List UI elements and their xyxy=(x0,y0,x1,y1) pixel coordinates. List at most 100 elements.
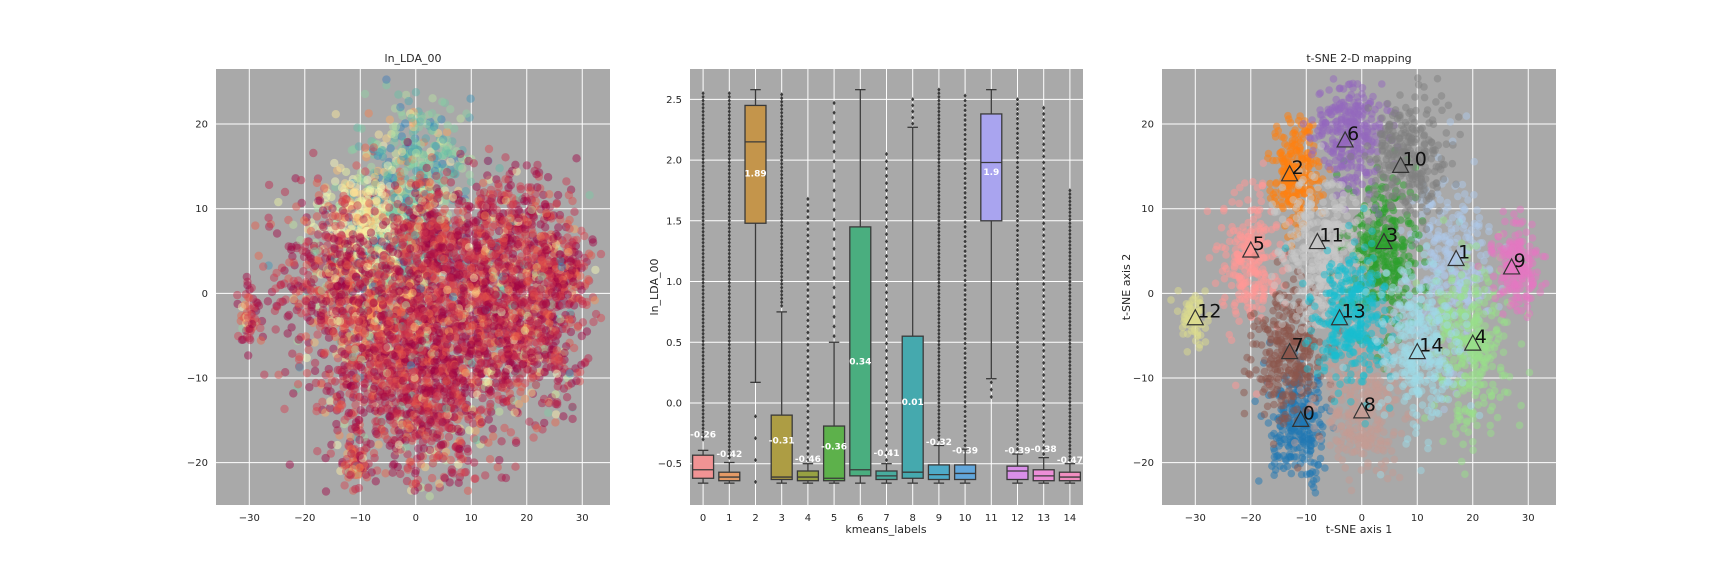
panel-1-point xyxy=(389,258,398,267)
panel-1-point xyxy=(519,288,528,297)
panel-1-point xyxy=(365,351,375,361)
panel-1-point xyxy=(347,355,356,365)
panel-1-point xyxy=(488,198,497,207)
panel-1-point xyxy=(393,309,402,319)
panel-1-point xyxy=(354,328,363,337)
panel-1-point xyxy=(378,257,388,266)
panel-1-point xyxy=(461,187,470,196)
panel-1-point xyxy=(378,213,387,222)
panel-1-point xyxy=(381,469,390,478)
panel-1-point xyxy=(506,428,516,437)
panel-1-point xyxy=(547,288,556,297)
panel-1-point xyxy=(319,184,329,193)
panel-1-point xyxy=(317,380,326,389)
panel-1-point xyxy=(379,296,389,306)
panel-1-point xyxy=(321,453,330,463)
panel-1-point xyxy=(347,146,356,155)
panel-1-point xyxy=(390,317,399,326)
panel-1-point xyxy=(372,302,381,311)
panel-1-point xyxy=(450,281,459,290)
panel-1-point xyxy=(374,130,383,139)
panel-1-point xyxy=(337,343,346,353)
panel-1-point xyxy=(516,184,525,194)
panel-1-point xyxy=(327,262,337,271)
panel-1-point xyxy=(577,296,587,306)
panel-1-point xyxy=(392,287,401,297)
panel-1-point xyxy=(589,317,598,327)
panel-1-point xyxy=(300,216,309,225)
panel-1-point xyxy=(471,289,480,298)
panel-1-point xyxy=(458,332,468,341)
panel-1-point xyxy=(411,347,420,356)
panel-1-point xyxy=(287,242,296,252)
panel-1-point xyxy=(390,181,400,190)
panel-1-point xyxy=(487,239,496,248)
panel-1-point xyxy=(392,247,401,257)
panel-1-point xyxy=(378,258,387,267)
panel-1-point xyxy=(403,205,412,214)
panel-1-title: ln_LDA_00 xyxy=(385,52,442,65)
panel-1-point xyxy=(272,229,282,238)
panel-1-point xyxy=(324,218,334,227)
panel-1-point xyxy=(320,293,329,303)
panel-1-point xyxy=(406,294,416,303)
panel-1-point xyxy=(520,196,529,206)
panel-1-point xyxy=(376,337,385,346)
panel-1-point xyxy=(330,158,339,168)
panel-1-point xyxy=(340,179,350,188)
panel-1-point xyxy=(365,199,374,208)
panel-1-point xyxy=(397,291,407,301)
panel-1-point xyxy=(532,170,541,179)
panel-1-point xyxy=(296,235,305,245)
panel-1-point xyxy=(289,276,298,286)
panel-1-point xyxy=(274,370,283,379)
panel-1-point xyxy=(382,75,391,84)
panel-1-point xyxy=(357,344,366,353)
panel-1-point xyxy=(585,191,594,200)
panel-1-point xyxy=(565,224,574,233)
panel-1-point xyxy=(491,290,500,300)
panel-1-point xyxy=(524,261,533,271)
panel-1-point xyxy=(365,314,374,323)
panel-1-point xyxy=(254,251,263,260)
panel-1-point xyxy=(329,344,338,353)
panel-1-point xyxy=(336,296,345,305)
panel-1-point xyxy=(584,275,593,284)
panel-1-point xyxy=(299,267,308,276)
panel-1-point xyxy=(480,306,490,315)
panel-1-point xyxy=(324,280,334,289)
panel-1-point xyxy=(389,284,398,293)
panel-1-point xyxy=(510,301,520,310)
panel-1-point xyxy=(567,266,577,275)
panel-1-point xyxy=(559,412,568,421)
panel-1-point xyxy=(353,277,362,286)
panel-1-point xyxy=(457,321,467,331)
panel-1-point xyxy=(414,122,424,132)
panel-1-point xyxy=(456,149,465,159)
panel-1-point xyxy=(480,359,489,368)
panel-1-point xyxy=(458,197,467,206)
panel-1-point xyxy=(565,315,574,324)
panel-1-point xyxy=(476,200,485,209)
panel-1-point xyxy=(332,277,342,286)
panel-1-point xyxy=(524,337,533,346)
panel-1-point xyxy=(370,319,379,328)
panel-1-point xyxy=(399,326,408,335)
panel-1-point xyxy=(477,418,486,427)
panel-1-point xyxy=(401,295,410,304)
panel-1-point xyxy=(440,452,449,461)
panel-1-point xyxy=(501,371,510,380)
panel-1-point xyxy=(366,247,375,256)
panel-1-point xyxy=(329,234,339,243)
panel-1-point xyxy=(465,170,474,179)
panel-1-point xyxy=(484,144,494,154)
panel-1-point xyxy=(362,153,371,162)
panel-1-point xyxy=(564,190,574,200)
panel-1-point xyxy=(355,343,365,353)
panel-1-point xyxy=(372,258,381,268)
panel-1-point xyxy=(358,264,367,273)
panel-1-point xyxy=(327,275,336,284)
panel-1-point xyxy=(317,286,326,295)
panel-1-point xyxy=(347,281,356,290)
panel-1-point xyxy=(312,407,321,416)
